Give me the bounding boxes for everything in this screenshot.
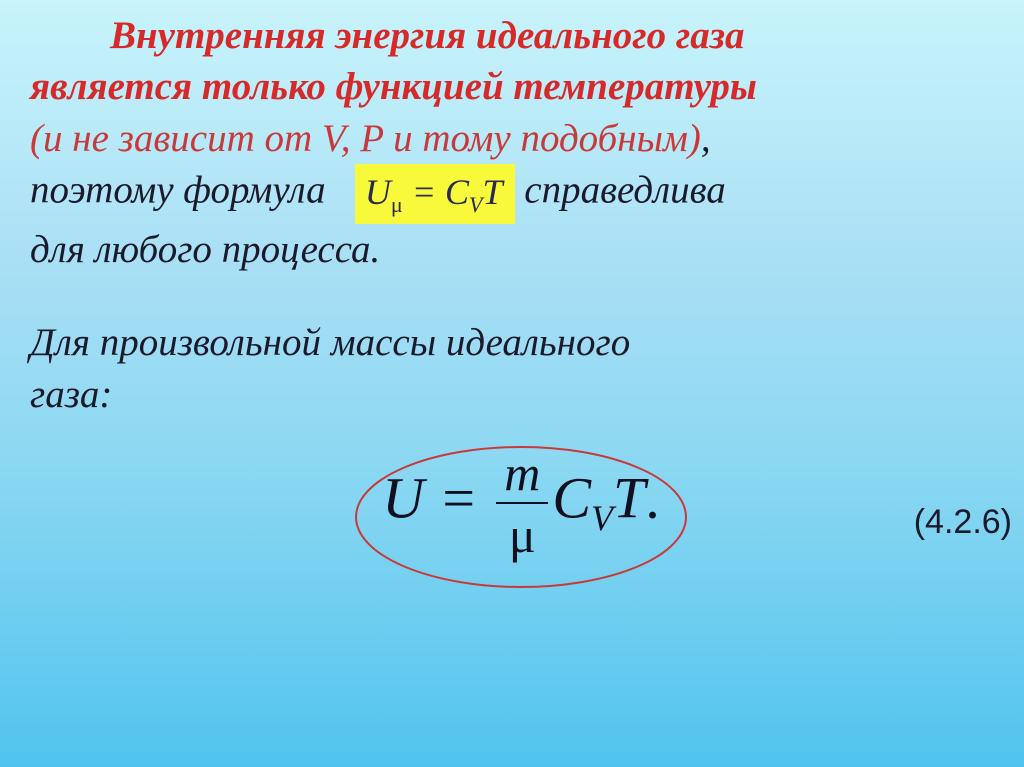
inline-formula: Uμ = CVT <box>365 172 503 212</box>
f-lhs-var: U <box>365 172 391 212</box>
comma: , <box>701 117 711 160</box>
after-formula: справедлива <box>524 169 725 212</box>
f-rhs-c: C <box>445 172 469 212</box>
line-5: для любого процесса. <box>30 224 1012 275</box>
emph-phrase-2: является только функцией температуры <box>30 65 757 108</box>
paren-note: (и не зависит от V, P и тому подобным) <box>30 117 701 160</box>
main-formula-wrap: U = mμCVT. (4.2.6) <box>30 448 1012 560</box>
f-lhs-sub: μ <box>391 193 403 218</box>
line-4: поэтому формула Uμ = CVT справедлива <box>30 164 1012 223</box>
spacer <box>30 275 1012 317</box>
emph-phrase-1: Внутренняя энергия идеального газа <box>110 14 745 57</box>
slide-content: Внутренняя энергия идеального газа являе… <box>0 0 1024 570</box>
equation-number: (4.2.6) <box>914 503 1012 542</box>
mf-cv-c: C <box>552 465 591 530</box>
f-eq: = <box>403 172 445 212</box>
mf-fraction: mμ <box>496 448 548 560</box>
mf-eq: = <box>424 465 492 530</box>
line-6: Для произвольной массы идеального <box>30 317 1012 368</box>
line6-text: Для произвольной массы идеального <box>30 321 630 364</box>
before-formula: поэтому формула <box>30 169 326 212</box>
main-formula: U = mμCVT. <box>382 448 660 560</box>
line5-text: для любого процесса. <box>30 228 380 271</box>
mf-cv-sub: V <box>591 498 613 538</box>
mf-dot: . <box>645 465 660 530</box>
line7-text: газа: <box>30 373 112 416</box>
mf-den: μ <box>496 504 548 560</box>
f-rhs-csub: V <box>469 193 482 218</box>
inline-formula-box: Uμ = CVT <box>355 164 515 223</box>
line-3: (и не зависит от V, P и тому подобным), <box>30 113 1012 164</box>
mf-t: T <box>613 465 645 530</box>
mf-lhs: U <box>382 465 424 530</box>
line-7: газа: <box>30 369 1012 420</box>
line-1: Внутренняя энергия идеального газа <box>30 10 1012 61</box>
line-2: является только функцией температуры <box>30 61 1012 112</box>
f-rhs-t: T <box>482 172 502 212</box>
mf-num: m <box>496 448 548 504</box>
